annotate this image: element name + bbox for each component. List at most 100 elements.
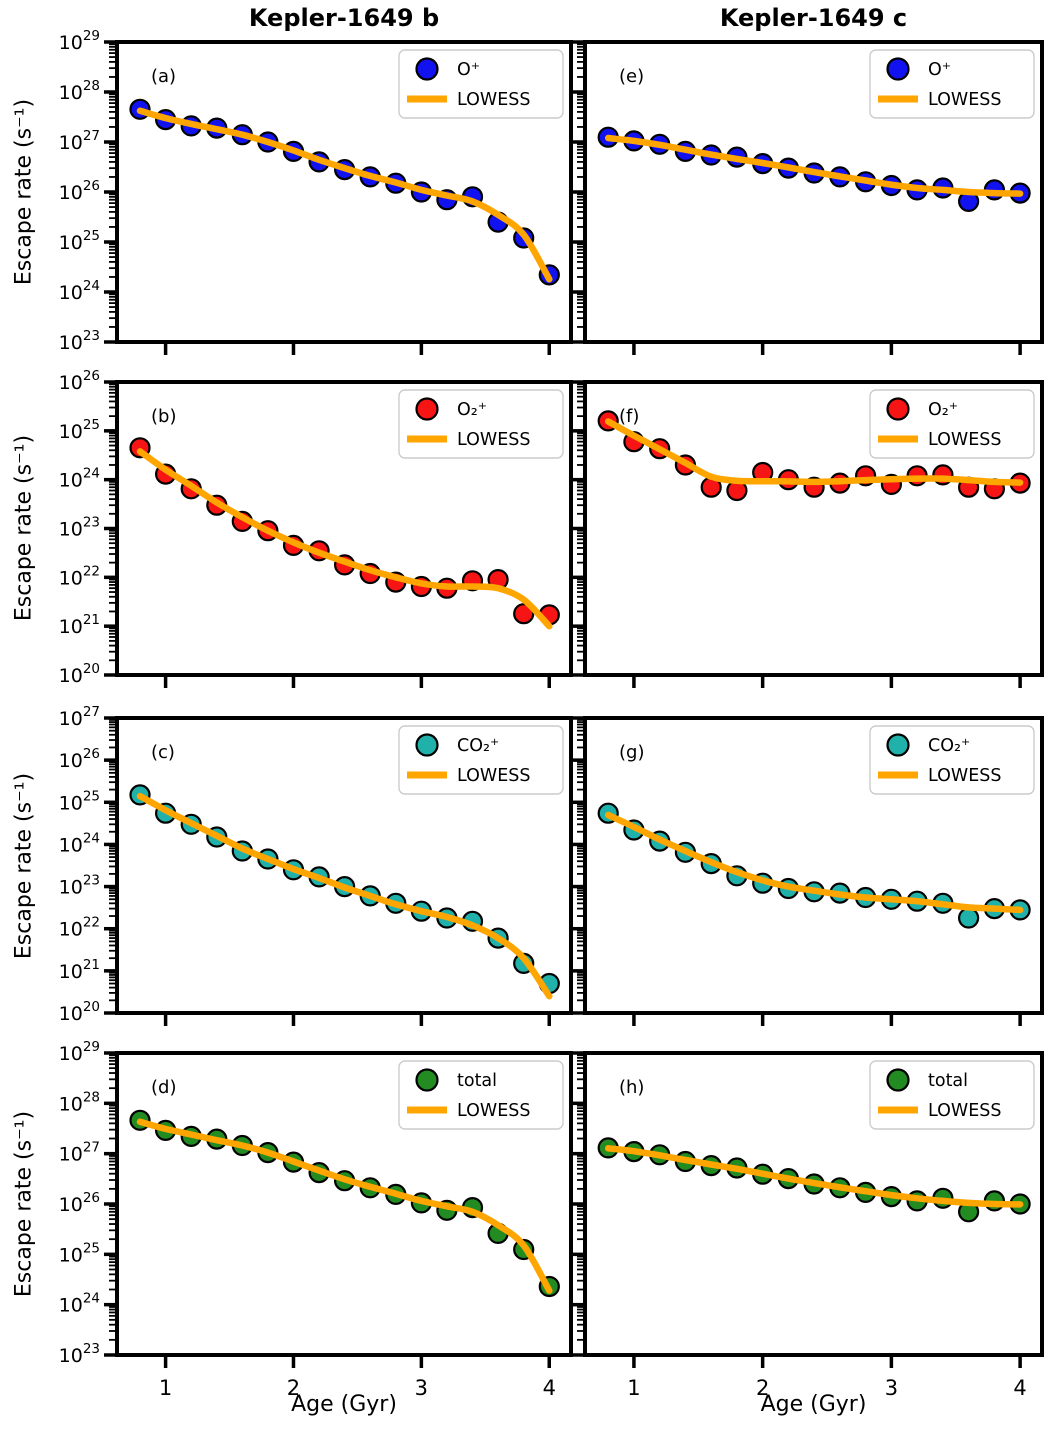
y-tick-label: 1028 [59,1089,100,1115]
legend-marker [886,733,910,757]
legend-label-lowess: LOWESS [928,430,1001,450]
legend-marker [415,397,439,421]
panel-f: (f) O₂⁺ LOWESS [572,380,1044,688]
panel-frame [115,40,573,344]
panel-letter: (d) [151,1077,176,1098]
x-tick-label: 3 [415,1376,428,1400]
x-axis-label: Age (Gyr) [291,1392,397,1417]
legend-marker [886,1068,910,1092]
lowess-line [136,1118,553,1294]
legend-label-series: CO₂⁺ [928,736,970,756]
y-tick-label: 1022 [59,563,100,589]
data-point-O₂⁺ [513,603,535,625]
y-tick-label: 1023 [59,1341,100,1367]
y-tick-label: 1023 [59,515,100,541]
legend-marker [886,397,910,421]
legend-label-lowess: LOWESS [457,430,530,450]
y-tick-label: 1020 [59,999,100,1025]
legend-label-lowess: LOWESS [457,90,530,110]
y-tick-label: 1024 [59,830,100,856]
y-tick-label: 1023 [59,873,100,899]
legend-label-series: O⁺ [928,60,951,80]
panel-frame [583,40,1044,344]
lowess-line [136,792,553,1000]
x-tick-label: 4 [1013,1376,1026,1400]
legend-marker [886,57,910,81]
legend-label-series: CO₂⁺ [457,736,499,756]
y-tick-label: 1024 [59,1291,100,1317]
panel-frame [115,716,573,1015]
x-tick-label: 1 [627,1376,640,1400]
panel-frame [583,380,1044,677]
legend-label-series: O⁺ [457,60,480,80]
x-tick-label: 3 [885,1376,898,1400]
panel-a: 1023 1024 1025 1026 1027 1028 1029 (a) O⁺ LOWESS [59,28,573,355]
y-tick-label: 1021 [59,957,100,983]
panel-frame [583,716,1044,1015]
x-axis-label: Age (Gyr) [760,1392,867,1417]
panel-g: (g) CO₂⁺ LOWESS [572,716,1044,1026]
panel-frame [115,380,573,677]
lowess-line [136,448,553,630]
y-tick-label: 1027 [59,704,100,730]
legend-label-lowess: LOWESS [457,766,530,786]
panel-c: 1020 1021 1022 1023 1024 1025 1026 1027 (c) CO₂⁺ L… [59,704,573,1026]
panel-letter: (c) [151,742,175,763]
lowess-line [604,418,1024,486]
y-tick-label: 1021 [59,612,100,638]
x-tick-label: 2 [287,1376,300,1400]
legend-label-series: O₂⁺ [928,400,958,420]
y-tick-label: 1026 [59,1190,100,1216]
panel-e: (e) O⁺ LOWESS [572,40,1044,355]
legend-label-lowess: LOWESS [928,90,1001,110]
legend-label-series: O₂⁺ [457,400,487,420]
x-tick-label: 1 [159,1376,172,1400]
y-tick-label: 1024 [59,278,100,304]
y-tick-label: 1022 [59,915,100,941]
y-tick-label: 1028 [59,78,100,104]
column-title-kepler-1649-b: Kepler-1649 b [248,4,440,32]
y-tick-label: 1023 [59,328,100,354]
y-tick-label: 1025 [59,228,100,254]
legend-marker [415,57,439,81]
lowess-line [136,107,553,283]
panel-letter: (h) [619,1077,644,1098]
y-tick-label: 1029 [59,1039,100,1065]
legend-label-lowess: LOWESS [457,1101,530,1121]
panel-b: 1020 1021 1022 1023 1024 1025 1026 (b) O₂⁺ LOWESS [59,368,573,688]
panel-letter: (b) [151,406,176,427]
y-tick-label: 1026 [59,178,100,204]
panel-letter: (g) [619,742,644,763]
panel-letter: (e) [619,66,644,87]
y-tick-label: 1020 [59,661,100,687]
y-tick-label: 1029 [59,28,100,54]
legend-label-lowess: LOWESS [928,766,1001,786]
panel-letter: (f) [619,406,639,427]
panel-letter: (a) [151,66,176,87]
y-tick-label: 1027 [59,128,100,154]
y-tick-label: 1027 [59,1140,100,1166]
y-tick-label: 1026 [59,368,100,394]
legend-label-series: total [928,1071,968,1091]
panel-h: 1 2 3 4 (h) total LOWESS [572,1051,1044,1400]
legend-label-lowess: LOWESS [928,1101,1001,1121]
lowess-line [604,1145,1024,1208]
legend-marker [415,1068,439,1092]
legend-marker [415,733,439,757]
x-tick-label: 4 [543,1376,556,1400]
lowess-line [604,811,1024,914]
y-tick-label: 1025 [59,417,100,443]
y-tick-label: 1025 [59,788,100,814]
lowess-line [604,134,1024,197]
data-point-CO₂⁺ [957,907,980,929]
panel-frame [115,1051,573,1357]
y-tick-label: 1026 [59,746,100,772]
panel-frame [583,1051,1044,1357]
panel-d: 1023 1024 1025 1026 1027 1028 1029 1 2 3 4 (d) total… [59,1039,573,1400]
y-tick-label: 1024 [59,466,100,492]
x-tick-label: 2 [756,1376,769,1400]
y-tick-label: 1025 [59,1240,100,1266]
column-title-kepler-1649-c: Kepler-1649 c [719,4,908,32]
